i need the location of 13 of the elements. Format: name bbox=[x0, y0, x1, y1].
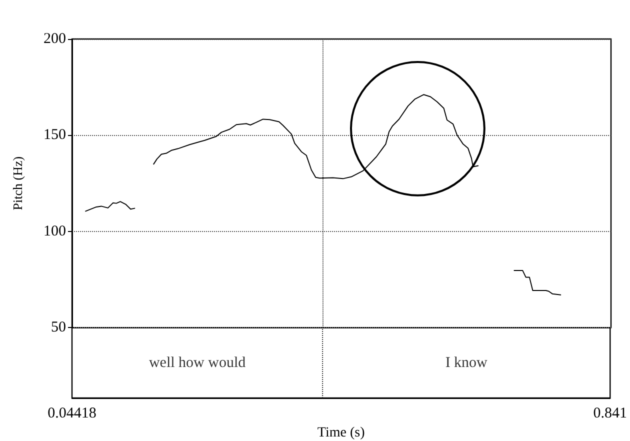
x-axis-title: Time (s) bbox=[317, 426, 366, 440]
text: well how would bbox=[148, 354, 246, 371]
y-tick-label: 100 bbox=[44, 223, 66, 240]
line-series bbox=[514, 270, 562, 296]
x-tick-label: 0.04418 bbox=[48, 406, 96, 422]
y-tick-label: 150 bbox=[44, 127, 66, 144]
line-series bbox=[85, 201, 136, 212]
y-axis-title: Pitch (Hz) bbox=[10, 156, 25, 210]
y-tick-label: 50 bbox=[51, 320, 66, 336]
line-series bbox=[153, 94, 479, 180]
text: I know bbox=[445, 354, 488, 371]
y-tick-label: 200 bbox=[44, 31, 66, 47]
x-tick-label: 0.841 bbox=[593, 406, 627, 422]
